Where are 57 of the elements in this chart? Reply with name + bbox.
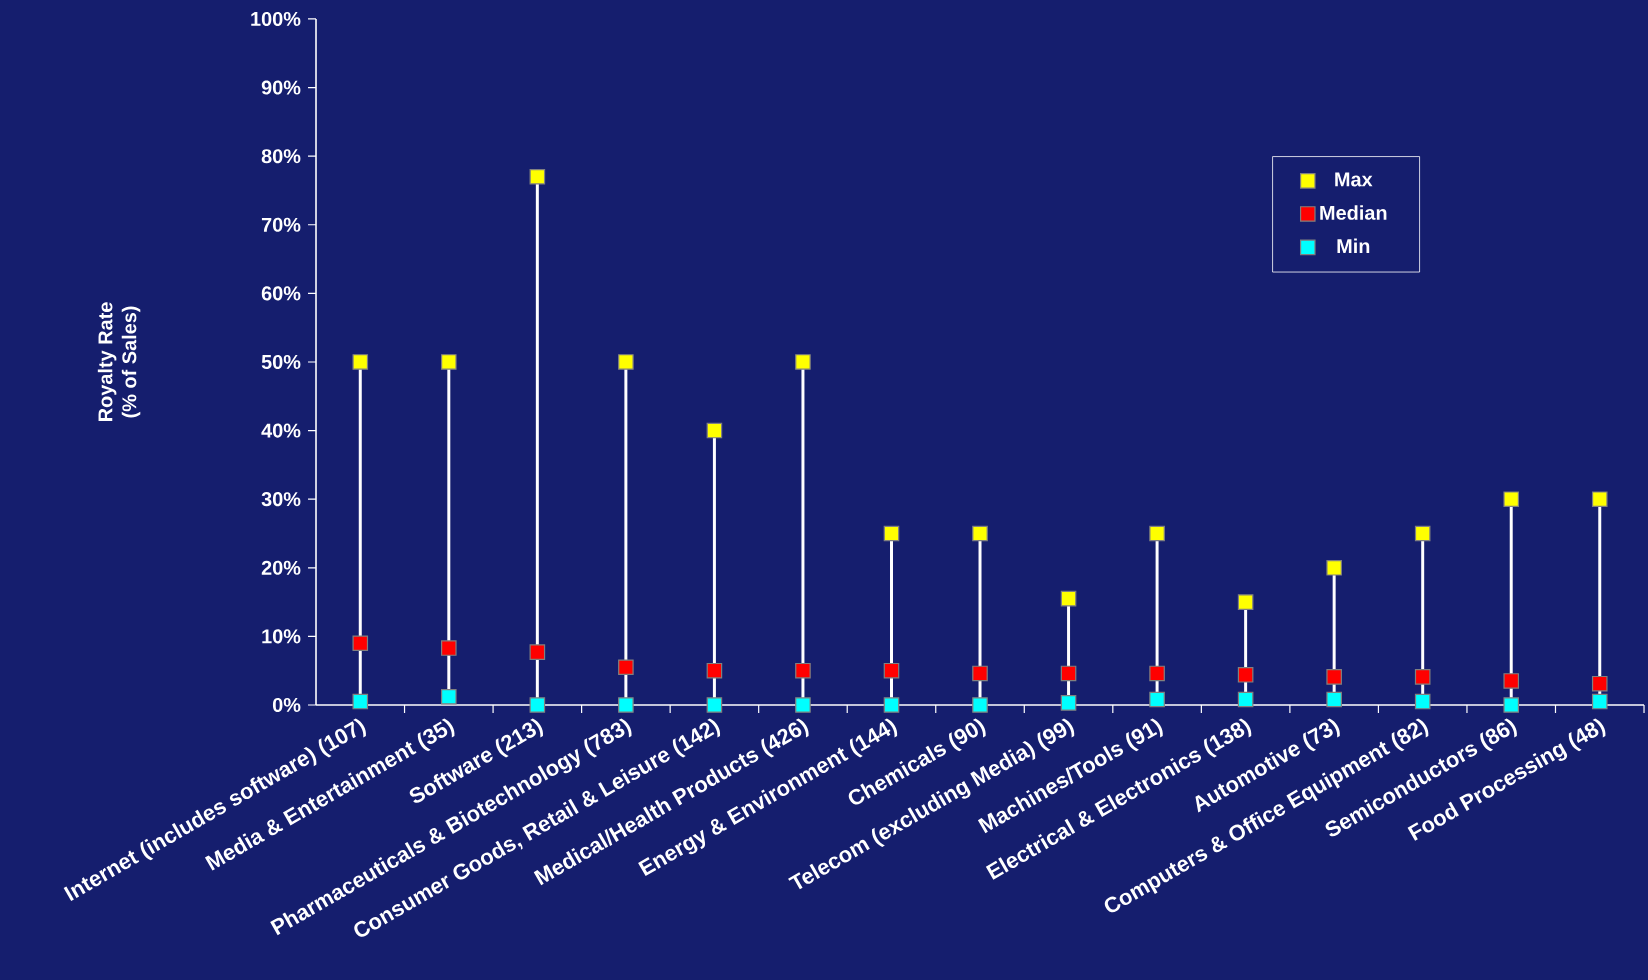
point (1237, 691, 1254, 708)
point (795, 354, 811, 370)
point (1591, 491, 1608, 507)
y-tick-label: 90% (261, 80, 301, 95)
y-axis-title: Royalty Rate (% of Sales) (97, 302, 141, 421)
point (352, 635, 369, 652)
point (795, 662, 811, 679)
point (1060, 665, 1077, 682)
y-tick-label: 20% (261, 560, 301, 575)
point (1149, 665, 1165, 682)
point (529, 644, 546, 660)
y-tick-label: 10% (262, 629, 301, 644)
point (1503, 491, 1520, 507)
point (618, 659, 634, 676)
point (972, 525, 988, 542)
point (1060, 590, 1077, 607)
point (706, 422, 723, 439)
point (441, 354, 457, 370)
y-tick-label: 100% (251, 11, 301, 27)
point (1149, 525, 1165, 542)
point (618, 354, 634, 370)
y-tick-label: 50% (261, 354, 301, 370)
point (883, 525, 900, 542)
point (706, 662, 723, 679)
point (1503, 673, 1520, 689)
point (352, 354, 369, 370)
point (883, 662, 900, 679)
point (972, 665, 988, 682)
y-tick-label: 60% (261, 286, 301, 301)
legend-label: Median (1320, 205, 1387, 220)
point (1060, 695, 1077, 711)
point (441, 688, 457, 705)
point (1591, 675, 1608, 692)
point (1414, 669, 1431, 685)
y-tick-label: 0% (272, 697, 301, 713)
point (529, 697, 546, 713)
point (1503, 697, 1520, 713)
point (1237, 594, 1254, 610)
point (1414, 525, 1431, 542)
point (1149, 691, 1165, 708)
point (1326, 559, 1342, 576)
point (1326, 669, 1342, 685)
y-tick-label: 70% (261, 217, 301, 232)
point (441, 640, 457, 656)
point (352, 693, 369, 710)
point (1326, 691, 1342, 708)
legend-label: Max (1335, 172, 1373, 187)
point (529, 168, 546, 185)
legend-label: Min (1337, 238, 1370, 254)
y-tick-label: 30% (261, 492, 301, 507)
point (1237, 667, 1254, 683)
point (1591, 693, 1608, 710)
point (706, 697, 723, 713)
point (1414, 693, 1431, 710)
point (883, 697, 900, 713)
y-tick-label: 80% (261, 149, 301, 164)
y-tick-label: 40% (261, 423, 301, 438)
